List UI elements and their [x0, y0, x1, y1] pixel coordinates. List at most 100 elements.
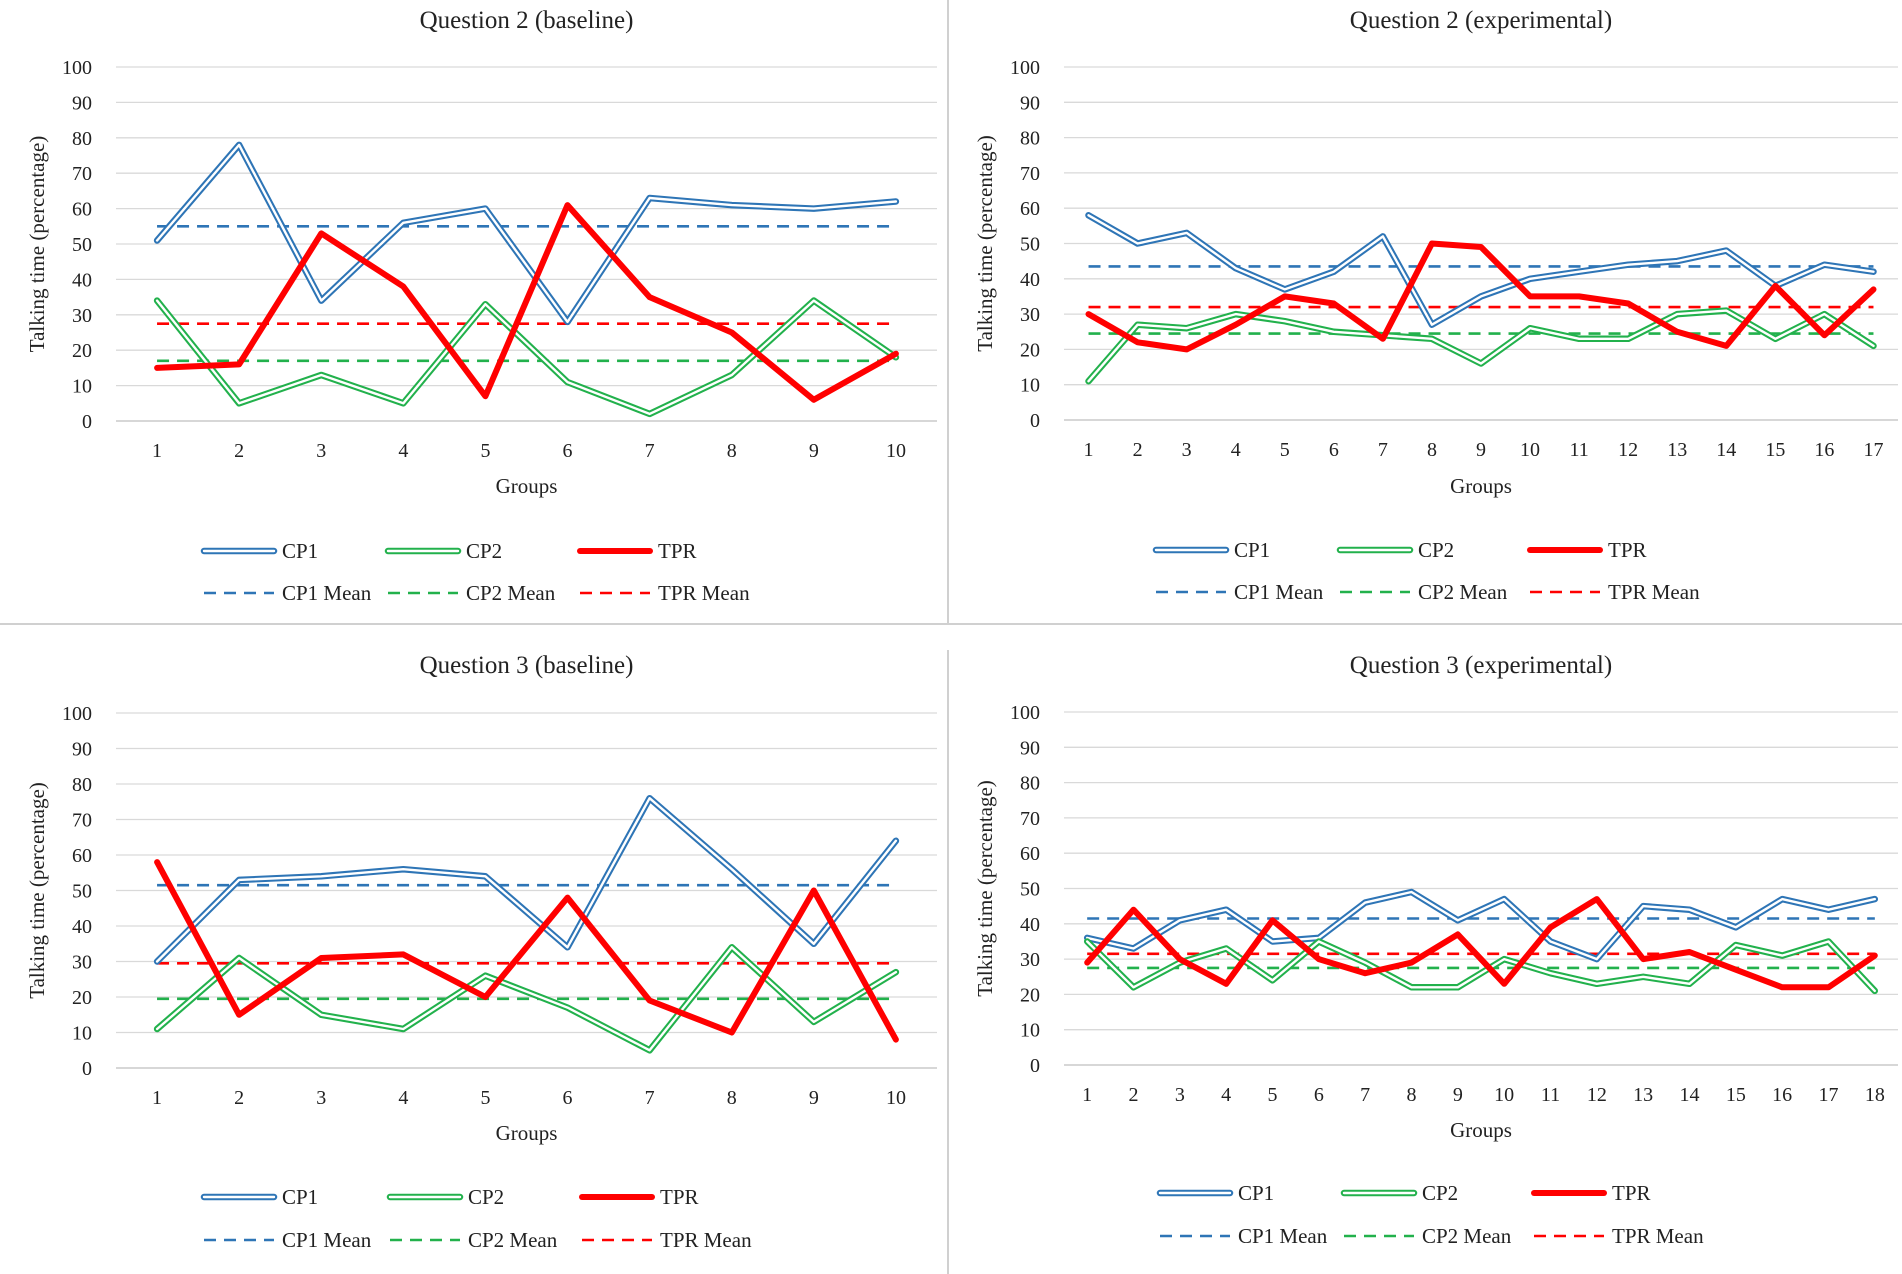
x-tick-label: 6	[563, 1087, 573, 1109]
y-axis-label: Talking time (percentage)	[25, 782, 49, 999]
x-tick-label: 10	[1520, 439, 1540, 461]
y-tick-label: 50	[72, 881, 92, 903]
x-tick-label: 6	[1314, 1084, 1324, 1106]
x-tick-label: 1	[1084, 439, 1094, 461]
y-tick-label: 100	[62, 703, 92, 725]
x-tick-label: 5	[1268, 1084, 1278, 1106]
legend-label-cp1: CP1	[1238, 1181, 1274, 1205]
x-tick-label: 5	[1280, 439, 1290, 461]
legend-label-cp1: CP1	[1234, 538, 1270, 562]
x-tick-label: 3	[316, 1087, 326, 1109]
y-tick-label: 80	[1020, 128, 1040, 150]
legend-label-tpr: TPR	[1608, 538, 1647, 562]
tpr-line	[154, 859, 899, 1043]
y-tick-label: 90	[1020, 737, 1040, 759]
y-tick-label: 10	[1020, 1020, 1040, 1042]
legend-label-tpr: TPR	[1612, 1181, 1651, 1205]
x-tick-label: 15	[1726, 1084, 1746, 1106]
legend-label-cp2-mean: CP2 Mean	[466, 581, 556, 605]
chart-title: Question 3 (experimental)	[1350, 652, 1612, 679]
y-tick-label: 10	[1020, 375, 1040, 397]
legend-label-cp2-mean: CP2 Mean	[1418, 580, 1508, 604]
y-tick-label: 30	[72, 952, 92, 974]
x-tick-label: 15	[1765, 439, 1785, 461]
y-tick-label: 0	[1030, 1055, 1040, 1077]
legend-label-tpr: TPR	[658, 539, 697, 563]
y-tick-label: 0	[1030, 410, 1040, 432]
x-tick-label: 4	[398, 1087, 408, 1109]
y-tick-label: 50	[72, 234, 92, 256]
x-axis-label: Groups	[1450, 474, 1512, 498]
x-tick-label: 8	[727, 440, 737, 462]
x-tick-label: 9	[809, 1087, 819, 1109]
legend-label-tpr-mean: TPR Mean	[658, 581, 750, 605]
y-tick-label: 80	[72, 774, 92, 796]
y-tick-label: 30	[72, 305, 92, 327]
legend-label-cp1-mean: CP1 Mean	[282, 1228, 372, 1252]
x-tick-label: 16	[1772, 1084, 1792, 1106]
tpr-line	[154, 202, 899, 403]
y-tick-label: 90	[72, 92, 92, 114]
x-tick-label: 5	[480, 1087, 490, 1109]
x-tick-label: 14	[1680, 1084, 1700, 1106]
x-tick-label: 6	[1329, 439, 1339, 461]
x-tick-label: 14	[1716, 439, 1736, 461]
y-tick-label: 20	[1020, 984, 1040, 1006]
y-tick-label: 70	[72, 810, 92, 832]
cp1-line-inner	[1087, 214, 1875, 326]
x-tick-label: 2	[1133, 439, 1143, 461]
y-tick-label: 20	[72, 340, 92, 362]
y-tick-label: 60	[72, 199, 92, 221]
legend-label-cp2: CP2	[1422, 1181, 1458, 1205]
cp1-line-inner	[1086, 890, 1876, 961]
x-tick-label: 9	[1453, 1084, 1463, 1106]
y-tick-label: 20	[72, 987, 92, 1009]
legend-label-cp1-mean: CP1 Mean	[1234, 580, 1324, 604]
x-tick-label: 2	[234, 440, 244, 462]
x-tick-label: 16	[1814, 439, 1834, 461]
x-tick-label: 4	[1221, 1084, 1231, 1106]
x-tick-label: 2	[1129, 1084, 1139, 1106]
tpr-line	[1084, 896, 1878, 991]
y-tick-label: 20	[1020, 339, 1040, 361]
y-tick-label: 100	[1010, 702, 1040, 724]
x-tick-label: 7	[645, 1087, 655, 1109]
x-tick-label: 2	[234, 1087, 244, 1109]
x-axis-label: Groups	[496, 474, 558, 498]
legend-label-tpr: TPR	[660, 1185, 699, 1209]
chart-title: Question 2 (experimental)	[1350, 7, 1612, 34]
y-axis-label: Talking time (percentage)	[973, 780, 997, 997]
legend: CP1 CP2 TPR CP1 Mean CP2 Mean TPR Mean	[1152, 538, 1700, 604]
x-tick-label: 1	[152, 440, 162, 462]
legend-label-tpr-mean: TPR Mean	[1612, 1224, 1704, 1248]
y-tick-label: 70	[72, 163, 92, 185]
x-tick-label: 3	[1175, 1084, 1185, 1106]
chart-panel-2: Question 2 (experimental) 0 10 20 30 40 50 60 70…	[973, 7, 1898, 604]
cp1-line-inner	[155, 143, 898, 324]
x-tick-label: 8	[1427, 439, 1437, 461]
y-tick-label: 40	[1020, 914, 1040, 936]
x-tick-label: 3	[316, 440, 326, 462]
legend: CP1 CP2 TPR CP1 Mean CP2 Mean TPR Mean	[1156, 1181, 1704, 1248]
y-tick-label: 0	[82, 411, 92, 433]
y-tick-label: 10	[72, 1023, 92, 1045]
x-tick-label: 13	[1633, 1084, 1653, 1106]
x-tick-label: 4	[398, 440, 408, 462]
x-tick-label: 18	[1865, 1084, 1885, 1106]
x-tick-label: 3	[1182, 439, 1192, 461]
x-tick-label: 11	[1541, 1084, 1560, 1106]
x-tick-label: 17	[1863, 439, 1883, 461]
y-axis-label: Talking time (percentage)	[973, 135, 997, 352]
legend-label-cp1: CP1	[282, 1185, 318, 1209]
x-tick-label: 6	[563, 440, 573, 462]
legend: CP1 CP2 TPR CP1 Mean CP2 Mean TPR Mean	[200, 1185, 752, 1252]
legend-label-cp2-mean: CP2 Mean	[468, 1228, 558, 1252]
chart-title: Question 2 (baseline)	[420, 7, 634, 34]
cp2-line-inner	[1087, 309, 1875, 383]
y-axis-label: Talking time (percentage)	[25, 136, 49, 353]
y-tick-label: 90	[1020, 92, 1040, 114]
x-tick-label: 1	[1082, 1084, 1092, 1106]
y-tick-label: 80	[1020, 773, 1040, 795]
legend-label-cp2: CP2	[1418, 538, 1454, 562]
